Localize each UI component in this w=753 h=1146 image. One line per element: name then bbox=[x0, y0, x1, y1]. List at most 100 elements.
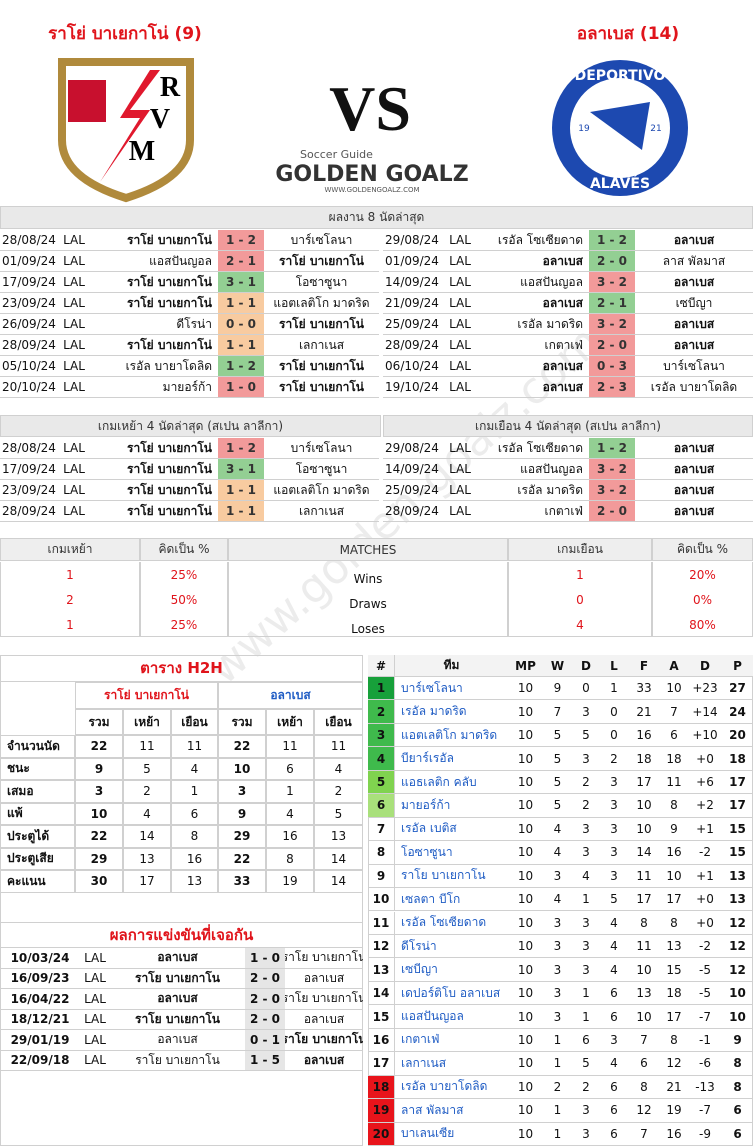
h2h-cell: 30 bbox=[75, 870, 123, 893]
league-cell: 3 bbox=[600, 841, 628, 865]
league-cell: 10 bbox=[508, 865, 543, 889]
match-date: 29/08/24 bbox=[385, 233, 439, 247]
away-logo-text: 19 bbox=[578, 124, 590, 134]
league-cell: 3 bbox=[543, 865, 572, 889]
match-home: เรอัล บายาโดลิด bbox=[125, 358, 212, 373]
match-home: ราโย่ บาเยกาโน่ bbox=[127, 482, 212, 497]
summary-cell: Wins bbox=[228, 562, 508, 587]
match-row bbox=[0, 335, 379, 356]
match-away: เลกาเนส bbox=[298, 337, 345, 352]
league-cell: +6 bbox=[688, 771, 722, 795]
match-date: 28/09/24 bbox=[385, 338, 439, 352]
league-rank: 7 bbox=[368, 817, 395, 842]
summary-cell: 25% bbox=[140, 562, 228, 587]
league-cell: 3 bbox=[543, 982, 572, 1006]
league-rank: 10 bbox=[368, 888, 395, 912]
league-cell: 6 bbox=[600, 1005, 628, 1029]
meeting-score: 2 - 0 bbox=[245, 989, 285, 1010]
league-cell: +10 bbox=[688, 724, 722, 748]
league-cell: 10 bbox=[628, 818, 660, 842]
league-cell: +1 bbox=[688, 818, 722, 842]
meeting-date: 10/03/24 bbox=[0, 948, 80, 969]
league-cell: 10 bbox=[508, 1099, 543, 1123]
match-row bbox=[0, 356, 379, 377]
meeting-home: ราโย บาเยกาโน bbox=[110, 1051, 245, 1071]
league-cell: 10 bbox=[508, 888, 543, 912]
league-cell: 3 bbox=[572, 818, 600, 842]
match-away: อลาเบส bbox=[673, 316, 715, 331]
match-row bbox=[0, 272, 379, 293]
league-cell: 4 bbox=[600, 912, 628, 935]
match-league: LAL bbox=[63, 317, 85, 331]
match-away: อลาเบส bbox=[673, 337, 715, 352]
league-cell: +1 bbox=[688, 865, 722, 889]
league-header: F bbox=[628, 655, 660, 677]
h2h-sub: เหย้า bbox=[123, 709, 171, 735]
league-cell: 10 bbox=[508, 912, 543, 935]
h2h-team: อลาเบส bbox=[218, 682, 363, 709]
match-date: 26/09/24 bbox=[2, 317, 56, 331]
h2h-label: ประตูได้ bbox=[0, 825, 75, 848]
match-row bbox=[383, 377, 753, 398]
league-cell: 10 bbox=[508, 1052, 543, 1076]
meeting-away: อลาเบส bbox=[285, 1051, 363, 1071]
match-date: 17/09/24 bbox=[2, 275, 56, 289]
league-rank: 20 bbox=[368, 1122, 395, 1146]
league-cell: ราโย บาเยกาโน bbox=[395, 865, 508, 889]
match-away: อลาเบส bbox=[673, 232, 715, 247]
h2h-cell: 17 bbox=[123, 870, 171, 893]
h2h-cell: 22 bbox=[218, 735, 266, 758]
away-logo-text: ALAVÉS bbox=[590, 175, 650, 192]
match-date: 28/08/24 bbox=[2, 233, 56, 247]
match-league: LAL bbox=[63, 254, 85, 268]
league-cell: 18 bbox=[660, 982, 688, 1006]
match-league: LAL bbox=[449, 462, 471, 476]
meeting-league: LAL bbox=[80, 1030, 110, 1051]
match-home: อลาเบส bbox=[542, 253, 583, 268]
brand-tag: Soccer Guide bbox=[300, 148, 373, 161]
league-cell: 10 bbox=[508, 982, 543, 1006]
h2h-cell: 14 bbox=[314, 847, 363, 870]
league-cell: -6 bbox=[688, 1052, 722, 1076]
h2h-cell: 19 bbox=[266, 870, 314, 893]
league-rank: 19 bbox=[368, 1099, 395, 1123]
league-cell: 17 bbox=[722, 794, 753, 818]
league-cell: 8 bbox=[628, 1076, 660, 1100]
league-cell: 5 bbox=[572, 1052, 600, 1076]
h2h-cell: 4 bbox=[171, 757, 218, 780]
h2h-label: ประตูเสีย bbox=[0, 847, 75, 870]
match-date: 14/09/24 bbox=[385, 275, 439, 289]
match-row bbox=[383, 459, 753, 480]
league-header: D bbox=[688, 655, 722, 677]
league-cell: 1 bbox=[572, 982, 600, 1006]
league-cell: 14 bbox=[628, 841, 660, 865]
league-cell: 3 bbox=[600, 1029, 628, 1053]
league-cell: 12 bbox=[628, 1099, 660, 1123]
league-cell: 8 bbox=[722, 1076, 753, 1100]
league-cell: 33 bbox=[628, 677, 660, 701]
league-cell: 4 bbox=[543, 818, 572, 842]
match-away: อลาเบส bbox=[673, 503, 715, 518]
league-cell: 0 bbox=[600, 700, 628, 724]
league-cell: 13 bbox=[660, 935, 688, 959]
league-rank: 6 bbox=[368, 794, 395, 818]
league-cell: 21 bbox=[660, 1076, 688, 1100]
league-cell: 10 bbox=[722, 982, 753, 1006]
league-cell: 17 bbox=[722, 771, 753, 795]
league-cell: 3 bbox=[572, 935, 600, 959]
match-date: 01/09/24 bbox=[385, 254, 439, 268]
league-rank: 11 bbox=[368, 911, 395, 935]
meeting-league: LAL bbox=[80, 1010, 110, 1030]
match-row bbox=[0, 501, 379, 522]
league-cell: 8 bbox=[722, 1052, 753, 1076]
match-league: LAL bbox=[63, 504, 85, 518]
league-cell: 16 bbox=[660, 1123, 688, 1146]
match-row bbox=[0, 377, 379, 398]
match-home: เรอัล โซเซียดาด bbox=[497, 232, 583, 247]
h2h-cell: 11 bbox=[123, 735, 171, 758]
league-cell: 11 bbox=[660, 771, 688, 795]
match-row bbox=[0, 459, 379, 480]
league-cell: 10 bbox=[508, 700, 543, 724]
match-away: ราโย่ บาเยกาโน่ bbox=[279, 358, 364, 373]
league-cell: 2 bbox=[600, 747, 628, 771]
